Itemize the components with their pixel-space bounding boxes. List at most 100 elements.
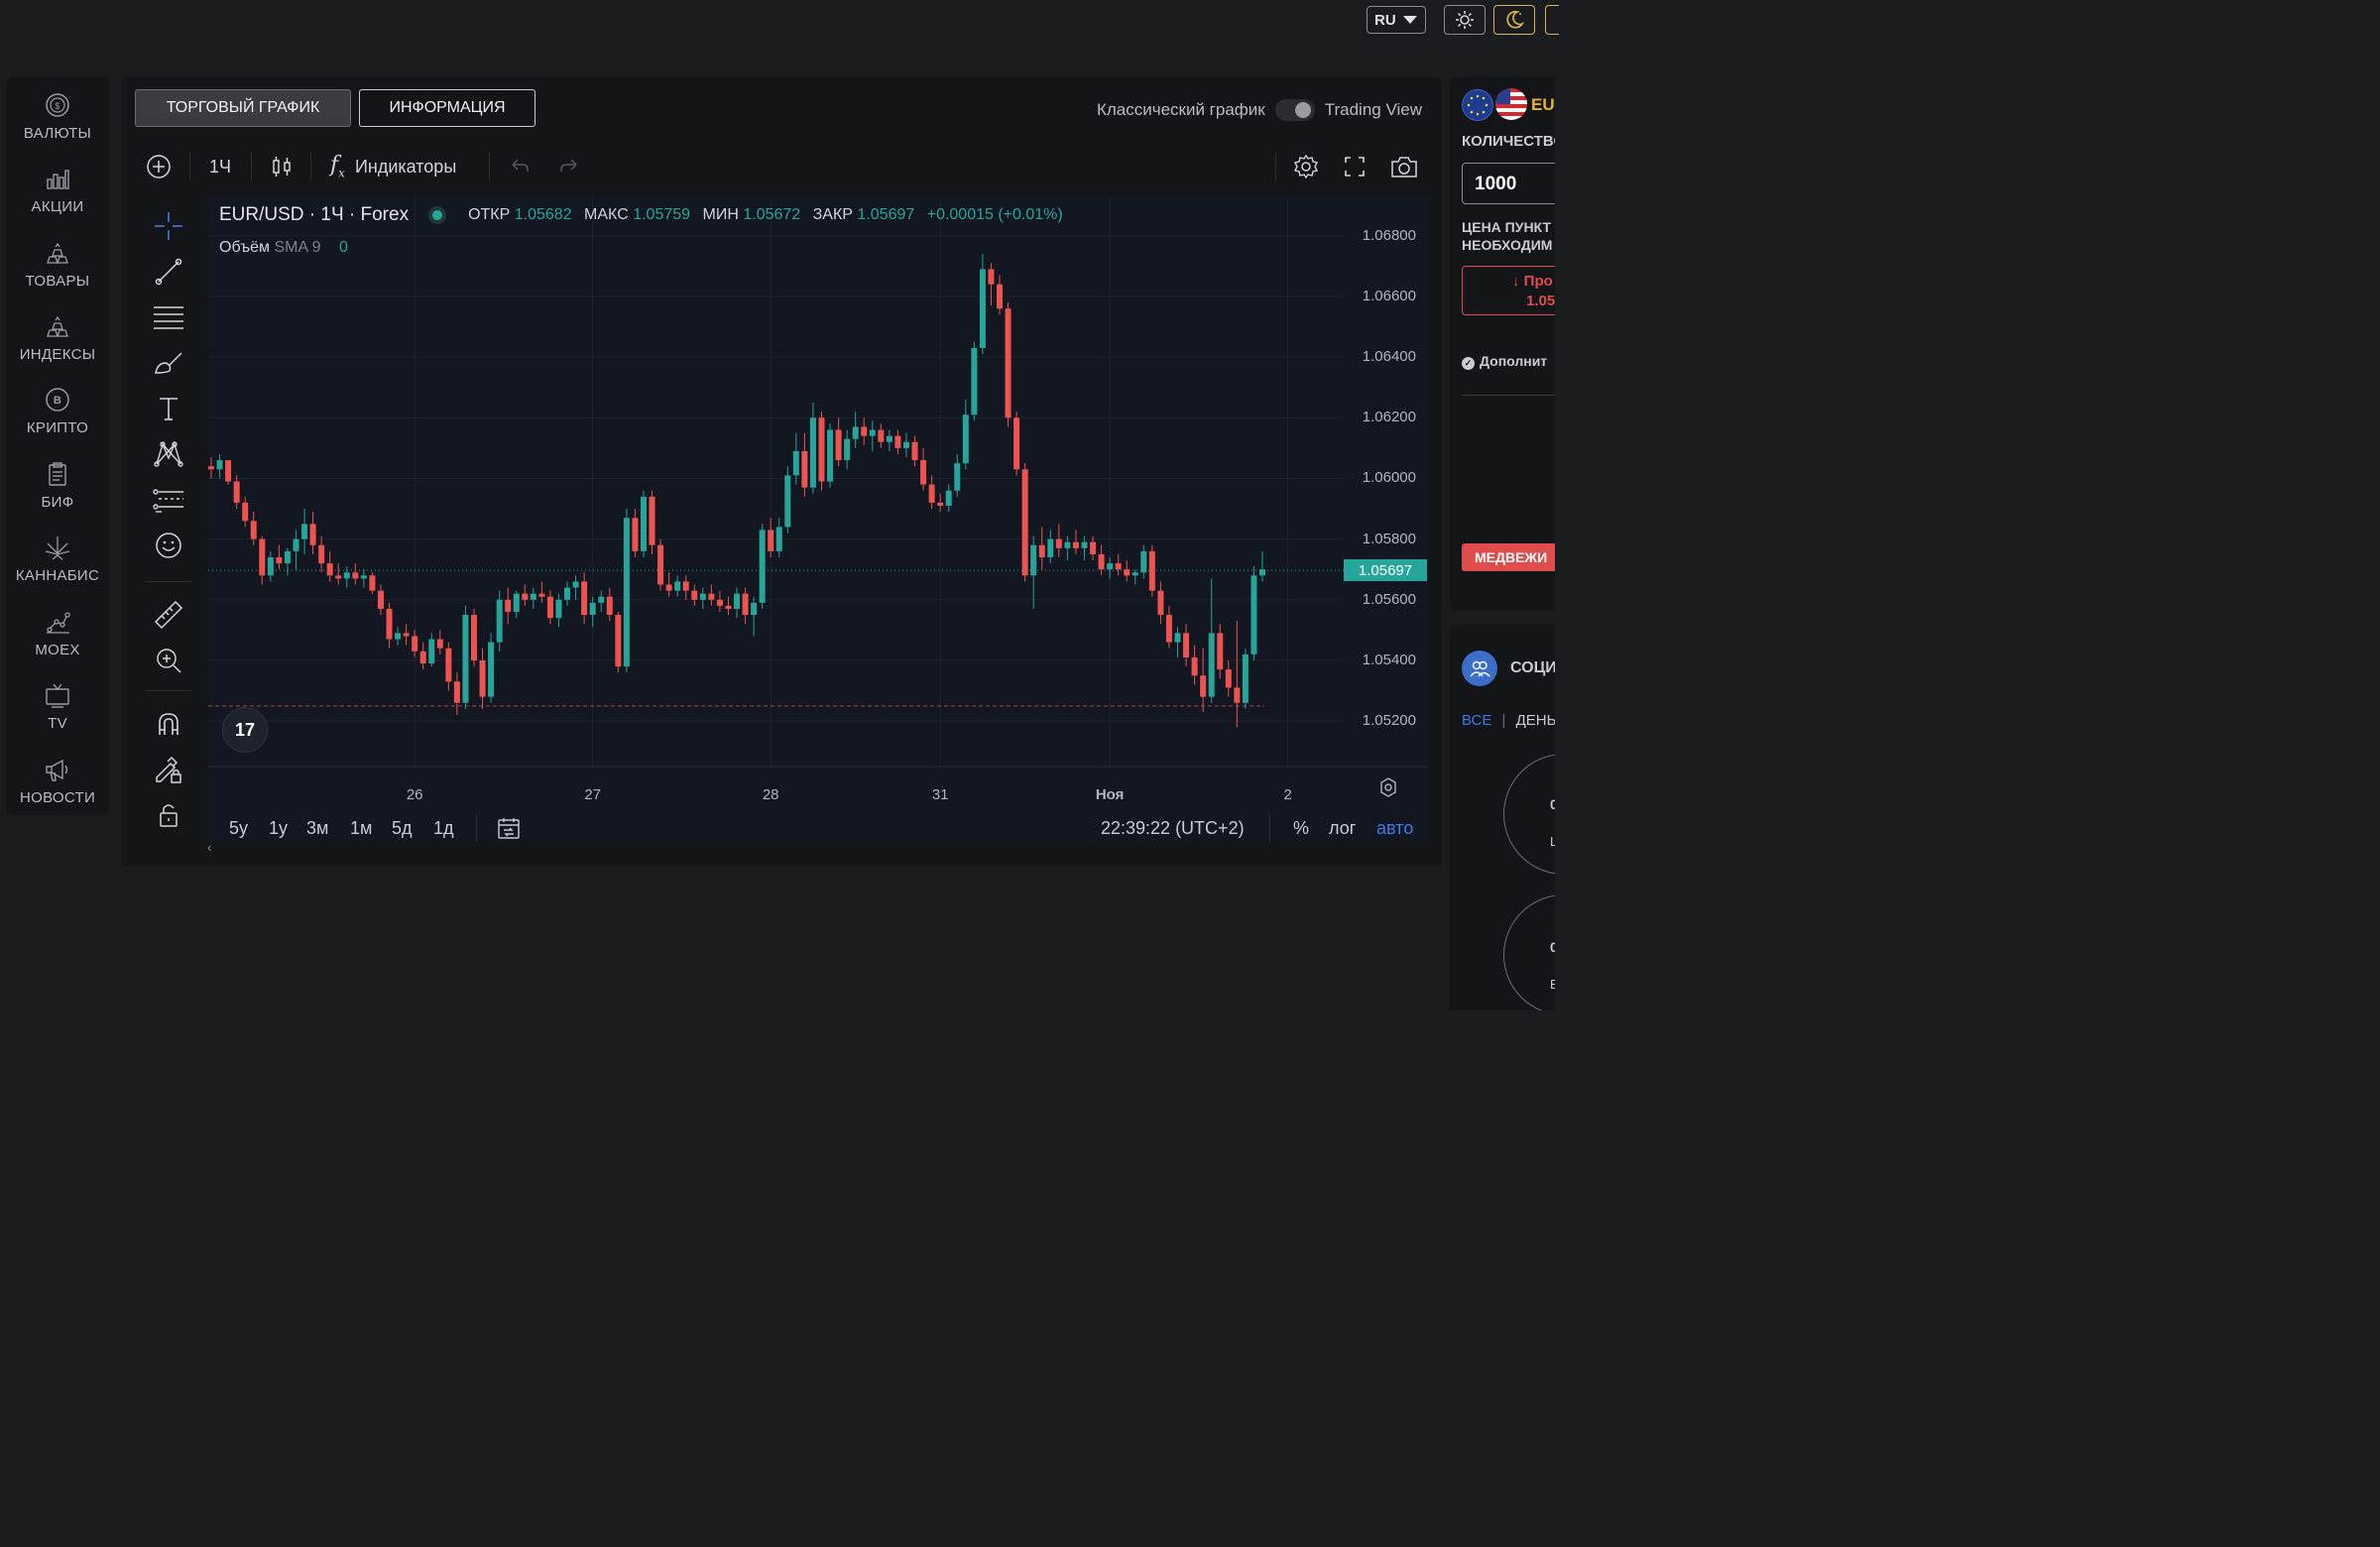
volume-value: 0 <box>339 239 348 256</box>
nav-commodities[interactable]: ТОВАРЫ <box>6 239 109 290</box>
candle <box>734 593 740 609</box>
lock-drawings-tool[interactable] <box>146 750 191 789</box>
candle <box>581 581 588 616</box>
quantity-input[interactable]: 1000 <box>1462 163 1555 204</box>
x-tick-label: 27 <box>584 786 602 803</box>
brush-tool[interactable] <box>146 343 191 383</box>
candle <box>920 460 927 485</box>
candle <box>471 615 477 660</box>
emoji-tool[interactable] <box>146 526 191 565</box>
candle <box>335 575 342 579</box>
text-tool[interactable] <box>146 389 191 428</box>
percent-scale-button[interactable]: % <box>1293 818 1310 838</box>
candle <box>1030 544 1037 576</box>
candlestick-chart[interactable] <box>208 196 1428 841</box>
collapse-tools-icon[interactable]: ‹ <box>207 839 212 855</box>
magnet-tool[interactable] <box>146 704 191 744</box>
clock-time[interactable]: 22:39:22 (UTC+2) <box>1101 818 1245 838</box>
range-5d[interactable]: 5д <box>392 818 413 838</box>
trend-line-tool[interactable] <box>146 252 191 292</box>
theme-button-edge[interactable] <box>1545 5 1559 35</box>
pair-label: EU <box>1531 95 1555 114</box>
crosshair-icon <box>155 212 182 240</box>
dark-theme-button[interactable] <box>1493 5 1535 35</box>
chevron-circle-icon: ✓ <box>1462 357 1475 370</box>
candle <box>852 426 859 439</box>
undo-button[interactable] <box>509 147 531 186</box>
chart-type-toggle[interactable] <box>1274 99 1315 121</box>
settings-button[interactable] <box>1292 147 1320 186</box>
indicators-button[interactable]: fx Индикаторы <box>330 147 456 186</box>
x-tick-label: 26 <box>406 786 423 803</box>
unlock-tool[interactable] <box>146 795 191 835</box>
add-symbol-button[interactable] <box>146 147 172 186</box>
pattern-tool[interactable] <box>146 434 191 474</box>
auto-scale-button[interactable]: авто <box>1376 818 1414 838</box>
nav-currencies[interactable]: $ ВАЛЮТЫ <box>6 91 109 142</box>
nav-etf[interactable]: БИФ <box>6 460 109 511</box>
gauge-circle: 0 E <box>1503 894 1555 1011</box>
filter-all[interactable]: ВСЕ <box>1462 712 1492 729</box>
light-theme-button[interactable] <box>1444 5 1486 35</box>
candle <box>208 466 214 470</box>
zoom-tool[interactable] <box>146 641 191 680</box>
tab-info[interactable]: ИНФОРМАЦИЯ <box>359 89 536 127</box>
candle <box>445 648 452 682</box>
range-1d[interactable]: 1д <box>433 818 454 838</box>
candle <box>768 530 774 551</box>
moon-icon <box>1506 10 1525 29</box>
chart-area[interactable]: EUR/USD · 1Ч · Forex ОТКР 1.05682 МАКС 1… <box>208 196 1428 841</box>
chart-style-button[interactable] <box>271 147 293 186</box>
nav-crypto[interactable]: B КРИПТО <box>6 386 109 436</box>
candle <box>589 602 596 616</box>
screenshot-button[interactable] <box>1389 147 1419 186</box>
range-5y[interactable]: 5y <box>229 818 249 838</box>
range-1m[interactable]: 1м <box>350 818 373 838</box>
tab-trading-chart[interactable]: ТОРГОВЫЙ ГРАФИК <box>135 89 351 127</box>
language-select[interactable]: RU <box>1367 6 1426 34</box>
candle <box>505 599 512 613</box>
more-options-toggle[interactable]: ✓ Дополнит <box>1462 353 1547 370</box>
filter-day[interactable]: ДЕНЬ <box>1515 712 1555 729</box>
candle <box>1174 633 1181 643</box>
log-scale-button[interactable]: лог <box>1329 818 1357 838</box>
tools-divider <box>146 581 191 582</box>
goto-date-button[interactable] <box>496 815 522 846</box>
sell-button[interactable]: ↓ Про 1.05 <box>1462 266 1555 315</box>
nav-moex[interactable]: MOEX <box>6 608 109 658</box>
tradingview-logo-icon[interactable]: 17 <box>222 707 268 753</box>
candle <box>665 584 672 591</box>
candle <box>1200 675 1207 697</box>
fullscreen-button[interactable] <box>1343 147 1367 186</box>
nav-news[interactable]: НОВОСТИ <box>6 756 109 806</box>
candle <box>784 475 791 528</box>
nav-cannabis[interactable]: КАННАБИС <box>6 534 109 584</box>
nav-stocks[interactable]: АКЦИИ <box>6 165 109 215</box>
ruler-tool[interactable] <box>146 595 191 635</box>
range-3m[interactable]: 3м <box>306 818 329 838</box>
candle <box>1217 633 1224 670</box>
axis-settings-button[interactable] <box>1376 775 1400 804</box>
candle <box>242 502 249 522</box>
gold-bars-icon <box>47 315 68 337</box>
eu-flag-icon <box>1462 89 1493 121</box>
fib-tool[interactable] <box>146 298 191 337</box>
candle <box>284 550 291 564</box>
price-label-1: ЦЕНА ПУНКТ <box>1462 219 1552 235</box>
calendar-arrows-icon <box>498 818 520 839</box>
brush-icon <box>155 352 182 374</box>
forecast-tool[interactable] <box>146 480 191 520</box>
candle <box>954 463 961 491</box>
candle <box>1183 633 1190 657</box>
nav-label: НОВОСТИ <box>19 789 96 806</box>
interval-button[interactable]: 1Ч <box>209 156 232 177</box>
nav-indices[interactable]: ИНДЕКСЫ <box>6 312 109 363</box>
crosshair-tool[interactable] <box>146 206 191 246</box>
range-1y[interactable]: 1y <box>269 818 289 838</box>
nav-tv[interactable]: TV <box>6 681 109 732</box>
y-tick-label: 1.05800 <box>1362 530 1416 547</box>
redo-button[interactable] <box>558 147 580 186</box>
candle <box>386 608 393 640</box>
candle <box>309 524 316 545</box>
candle <box>1234 687 1241 703</box>
